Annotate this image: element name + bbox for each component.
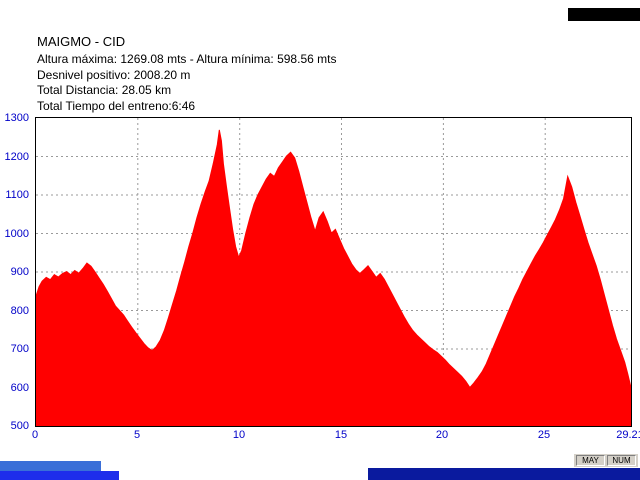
x-tick-label: 25 xyxy=(537,429,551,441)
x-tick-label: 20 xyxy=(435,429,449,441)
taskbar-fragment-left-upper xyxy=(0,461,101,471)
x-tick-label: 15 xyxy=(334,429,348,441)
stat-altitude-max-min: Altura máxima: 1269.08 mts - Altura míni… xyxy=(37,52,337,66)
y-tick-label: 1200 xyxy=(4,151,29,163)
caps-lock-indicator: MAY xyxy=(576,455,605,466)
x-tick-label: 5 xyxy=(133,429,141,441)
x-axis: 0 5 10 15 20 25 29.21 xyxy=(31,429,640,443)
elevation-profile-area xyxy=(36,129,631,426)
x-tick-label: 29.21 xyxy=(616,429,640,441)
x-tick-label: 0 xyxy=(31,429,39,441)
keyboard-status-panel: MAY NUM xyxy=(574,454,638,467)
y-axis: 500 600 700 800 900 1000 1100 1200 1300 xyxy=(0,112,32,432)
y-tick-label: 500 xyxy=(10,420,29,432)
y-tick-label: 1100 xyxy=(5,189,29,201)
taskbar-fragment-right xyxy=(368,468,640,480)
elevation-chart-plot[interactable] xyxy=(35,117,632,427)
x-tick-label: 10 xyxy=(232,429,246,441)
taskbar-fragment-left-lower xyxy=(0,471,119,480)
y-tick-label: 1300 xyxy=(4,112,29,124)
y-tick-label: 600 xyxy=(10,382,29,394)
window-fragment-top-right xyxy=(568,8,640,21)
stat-total-time: Total Tiempo del entreno:6:46 xyxy=(37,98,196,113)
chart-title: MAIGMO - CID xyxy=(37,34,126,49)
y-tick-label: 800 xyxy=(10,305,29,317)
chart-header: MAIGMO - CID Altura máxima: 1269.08 mts … xyxy=(37,33,336,114)
y-tick-label: 900 xyxy=(10,266,29,278)
num-lock-indicator: NUM xyxy=(607,455,636,466)
stat-total-distance: Total Distancia: 28.05 km xyxy=(37,83,172,97)
stat-elevation-gain: Desnivel positivo: 2008.20 m xyxy=(37,67,191,82)
elevation-profile-svg xyxy=(36,118,631,426)
y-tick-label: 700 xyxy=(10,343,29,355)
y-tick-label: 1000 xyxy=(4,228,29,240)
